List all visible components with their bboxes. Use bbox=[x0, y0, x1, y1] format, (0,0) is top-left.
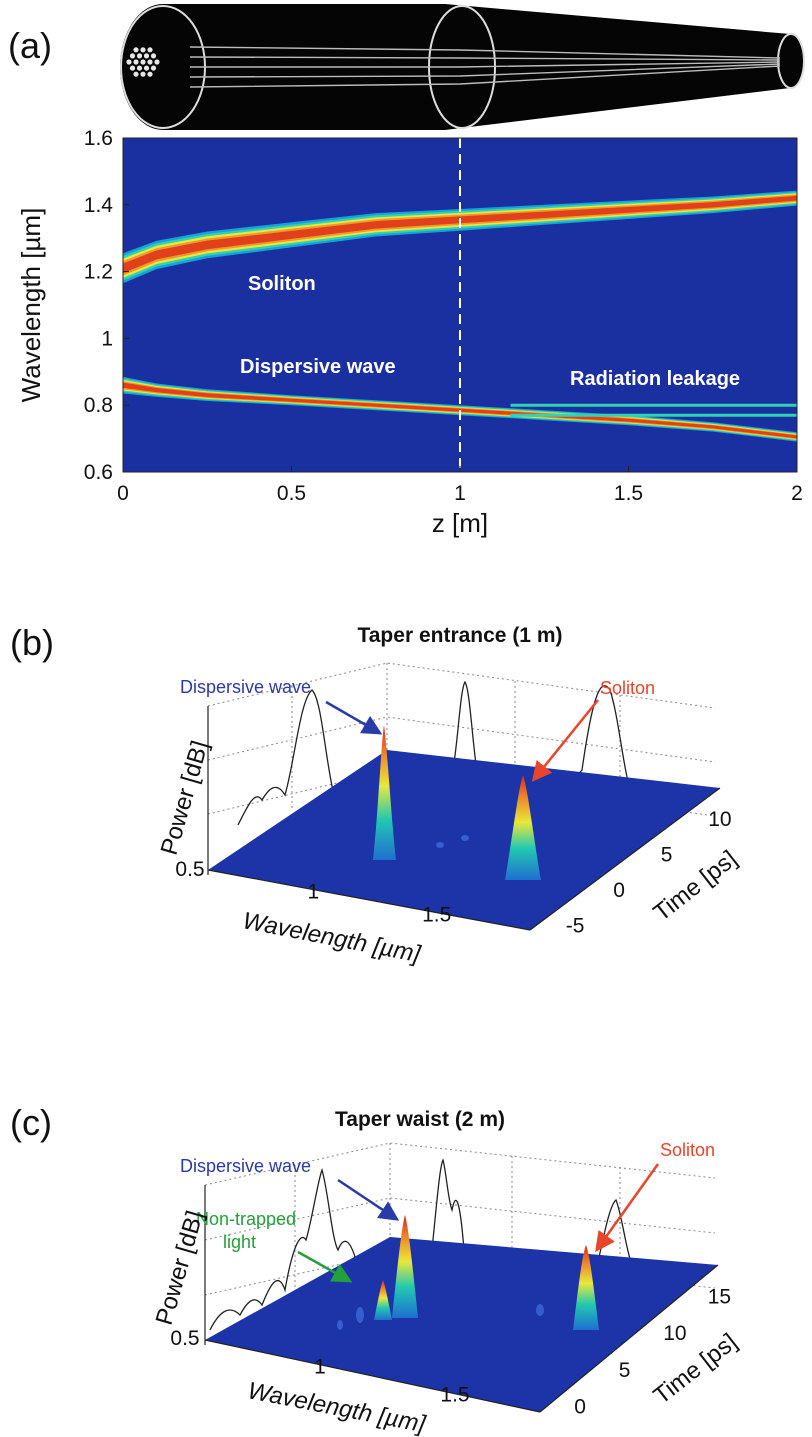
cladding-hole bbox=[133, 47, 139, 53]
panel-b-soliton-annotation: Soliton bbox=[600, 678, 655, 698]
fiber-waist-face bbox=[777, 33, 805, 89]
panel-c-x-axis-label: Wavelength [µm] bbox=[245, 1377, 428, 1437]
cladding-hole bbox=[140, 59, 146, 65]
fiber-core-lines bbox=[189, 46, 781, 88]
y-tick-label: 0.6 bbox=[84, 461, 113, 484]
panel-b-z-axis-label: Power [dB] bbox=[156, 738, 214, 858]
panel-c-nontrapped-arrow bbox=[297, 1250, 353, 1283]
panel-c-nontrapped-annotation-1: Non-trapped bbox=[196, 1209, 296, 1229]
panel-c-z-axis-label: Power [dB] bbox=[151, 1208, 209, 1328]
y-tick-label: 5 bbox=[661, 843, 673, 866]
cladding-hole bbox=[147, 71, 153, 77]
heatmap-y-axis-label: Wavelength [µm] bbox=[16, 208, 46, 403]
dispersive-wave-annotation: Dispersive wave bbox=[240, 356, 396, 378]
cladding-hole bbox=[147, 59, 153, 65]
panel-b-soliton-peak bbox=[505, 775, 541, 880]
panel-c-y-axis bbox=[539, 1264, 719, 1413]
cladding-hole bbox=[140, 47, 146, 53]
fiber-cladding-holes bbox=[126, 47, 160, 77]
cladding-hole bbox=[126, 59, 132, 65]
x-tick-label: 0.5 bbox=[170, 1327, 199, 1350]
panel-b-dispersive-peak bbox=[373, 725, 396, 860]
panel-b: (b) Taper entrance (1 m) bbox=[10, 622, 742, 968]
x-tick-label: 1 bbox=[314, 1355, 326, 1378]
panel-b-dispersive-arrow bbox=[325, 700, 383, 735]
panel-b-x-axis bbox=[207, 869, 531, 931]
panel-c-dispersive-peak bbox=[392, 1215, 418, 1318]
panel-c-ticks: 0.5 1 1.5 0 5 10 15 bbox=[170, 1285, 731, 1418]
panel-c: (c) Taper waist (2 m) 0.5 1 bbox=[10, 1102, 742, 1437]
cladding-hole bbox=[133, 71, 139, 77]
heatmap-x-axis-label: z [m] bbox=[432, 508, 488, 538]
x-tick-label: 1.5 bbox=[440, 1384, 469, 1407]
panel-c-soliton-peak bbox=[573, 1245, 599, 1330]
cladding-hole bbox=[150, 65, 157, 71]
panel-c-soliton-arrow bbox=[595, 1163, 660, 1253]
panel-c-title: Taper waist (2 m) bbox=[335, 1108, 505, 1131]
y-tick-label: 5 bbox=[619, 1359, 631, 1382]
panel-b-y-axis bbox=[529, 787, 721, 931]
panel-b-label: (b) bbox=[10, 622, 54, 663]
y-tick-label: 1.4 bbox=[84, 194, 114, 217]
cladding-hole bbox=[136, 53, 143, 59]
heatmap-chart: 0 0.5 1 1.5 2 0.6 0.8 1 1.2 1.4 1.6 Soliton Disper… bbox=[16, 127, 803, 538]
y-tick-label: 1 bbox=[101, 327, 113, 350]
panel-c-soliton-annotation: Soliton bbox=[660, 1140, 715, 1160]
y-tick-label: 10 bbox=[663, 1322, 686, 1345]
cladding-hole bbox=[150, 53, 157, 59]
panel-a-label: (a) bbox=[8, 25, 52, 66]
cladding-hole bbox=[136, 65, 143, 71]
panel-c-nontrapped-peak bbox=[374, 1280, 392, 1320]
y-tick-label: 10 bbox=[708, 808, 731, 831]
y-tick-label: -5 bbox=[566, 914, 585, 937]
y-tick-label: 0 bbox=[613, 879, 625, 902]
panel-b-soliton-arrow bbox=[531, 699, 599, 782]
cladding-hole bbox=[133, 59, 139, 65]
x-tick-label: 0.5 bbox=[277, 482, 306, 505]
cladding-hole bbox=[147, 47, 153, 53]
y-tick-label: 0.8 bbox=[84, 394, 113, 417]
cladding-hole bbox=[129, 53, 136, 59]
x-tick-label: 1.5 bbox=[614, 482, 643, 505]
panel-c-dispersive-annotation: Dispersive wave bbox=[180, 1156, 311, 1176]
cladding-hole bbox=[143, 53, 150, 59]
soliton-annotation: Soliton bbox=[248, 273, 316, 295]
cladding-hole bbox=[129, 65, 136, 71]
y-tick-label: 15 bbox=[708, 1285, 731, 1308]
panel-b-dispersive-annotation: Dispersive wave bbox=[180, 677, 311, 697]
panel-b-x-axis-label: Wavelength [µm] bbox=[240, 907, 423, 968]
x-tick-label: 1.5 bbox=[422, 903, 451, 926]
x-tick-label: 2 bbox=[791, 482, 803, 505]
panel-c-floor-speckles bbox=[337, 1304, 544, 1330]
cladding-hole bbox=[140, 71, 146, 77]
panel-c-dispersive-arrow bbox=[337, 1178, 400, 1221]
panel-c-label: (c) bbox=[10, 1102, 52, 1143]
x-tick-label: 0.5 bbox=[175, 858, 204, 881]
panel-b-ticks: 0.5 1 1.5 -5 0 5 10 bbox=[175, 808, 731, 938]
x-tick-label: 1 bbox=[454, 482, 466, 505]
y-tick-label: 0 bbox=[574, 1396, 586, 1419]
fiber-taper-diagram bbox=[120, 4, 805, 130]
panel-a: (a) 0 0.5 1 1.5 2 0.6 0.8 1 1.2 1.4 1.6 Soliton bbox=[8, 4, 805, 538]
soliton-band-layer bbox=[123, 193, 797, 278]
panel-b-title: Taper entrance (1 m) bbox=[357, 624, 562, 647]
radiation-leakage-annotation: Radiation leakage bbox=[570, 368, 740, 390]
panel-c-nontrapped-annotation-2: light bbox=[223, 1232, 256, 1252]
cladding-hole bbox=[154, 59, 160, 65]
y-tick-label: 1.2 bbox=[84, 261, 113, 284]
x-tick-label: 1 bbox=[307, 881, 319, 904]
x-tick-label: 0 bbox=[117, 482, 129, 505]
y-tick-label: 1.6 bbox=[84, 127, 113, 150]
panel-c-x-axis bbox=[204, 1339, 541, 1413]
soliton-band-layer bbox=[123, 195, 797, 274]
heatmap-axis-ticks: 0 0.5 1 1.5 2 0.6 0.8 1 1.2 1.4 1.6 bbox=[84, 127, 803, 505]
cladding-hole bbox=[143, 65, 150, 71]
